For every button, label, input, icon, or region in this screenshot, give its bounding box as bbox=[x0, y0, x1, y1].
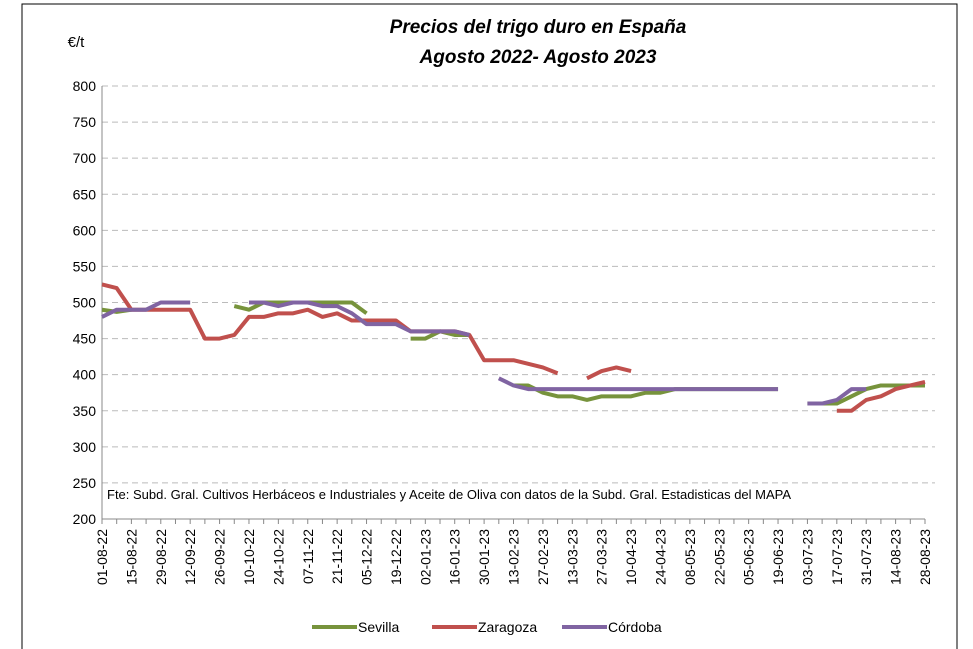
x-tick-label: 26-09-22 bbox=[212, 529, 228, 585]
legend-label: Zaragoza bbox=[478, 619, 537, 635]
y-tick-label: 650 bbox=[73, 186, 97, 202]
x-tick-label: 05-06-23 bbox=[741, 529, 757, 585]
y-tick-label: 700 bbox=[73, 150, 97, 166]
y-tick-label: 550 bbox=[73, 258, 97, 274]
x-tick-label: 28-08-23 bbox=[917, 529, 933, 585]
y-tick-label: 250 bbox=[73, 475, 97, 491]
x-tick-label: 21-11-22 bbox=[329, 529, 345, 584]
x-tick-label: 13-03-23 bbox=[564, 529, 580, 585]
x-tick-label: 19-06-23 bbox=[770, 529, 786, 585]
x-tick-label: 15-08-22 bbox=[123, 529, 139, 585]
x-tick-label: 03-07-23 bbox=[799, 529, 815, 585]
x-tick-label: 16-01-23 bbox=[447, 529, 463, 585]
x-tick-label: 17-07-23 bbox=[829, 529, 845, 585]
x-tick-label: 14-08-23 bbox=[888, 529, 904, 585]
x-tick-label: 07-11-22 bbox=[300, 529, 316, 584]
series-line bbox=[101, 300, 867, 406]
chart-subtitle: Agosto 2022- Agosto 2023 bbox=[419, 47, 657, 68]
chart-title: Precios del trigo duro en España bbox=[390, 17, 687, 38]
y-tick-label: 450 bbox=[73, 331, 97, 347]
x-tick-label: 02-01-23 bbox=[417, 529, 433, 585]
x-tick-label: 08-05-23 bbox=[682, 529, 698, 585]
legend-label: Córdoba bbox=[608, 619, 662, 635]
x-tick-label: 29-08-22 bbox=[153, 529, 169, 585]
x-tick-label: 10-04-23 bbox=[623, 529, 639, 585]
x-tick-label: 31-07-23 bbox=[858, 529, 874, 585]
y-tick-label: 350 bbox=[73, 403, 97, 419]
y-tick-label: 300 bbox=[73, 439, 97, 455]
chart-border bbox=[21, 3, 958, 649]
x-tick-label: 13-02-23 bbox=[506, 529, 522, 585]
x-tick-label: 19-12-22 bbox=[388, 529, 404, 585]
y-tick-label: 500 bbox=[73, 295, 97, 311]
x-tick-label: 01-08-22 bbox=[94, 529, 110, 585]
y-tick-label: 400 bbox=[73, 367, 97, 383]
x-tick-label: 30-01-23 bbox=[476, 529, 492, 585]
series-line bbox=[101, 282, 926, 413]
x-tick-label: 05-12-22 bbox=[359, 529, 375, 585]
x-tick-label: 27-02-23 bbox=[535, 529, 551, 585]
x-tick-label: 10-10-22 bbox=[241, 529, 257, 585]
legend-label: Sevilla bbox=[358, 619, 399, 635]
x-tick-label: 27-03-23 bbox=[594, 529, 610, 585]
x-tick-label: 12-09-22 bbox=[182, 529, 198, 585]
x-tick-label: 24-10-22 bbox=[270, 529, 286, 585]
x-tick-label: 22-05-23 bbox=[711, 529, 727, 585]
x-tick-label: 24-04-23 bbox=[652, 529, 668, 585]
y-tick-label: 800 bbox=[73, 78, 97, 94]
y-tick-label: 750 bbox=[73, 114, 97, 130]
series-line bbox=[101, 300, 925, 406]
y-tick-label: 200 bbox=[73, 511, 97, 527]
y-tick-label: 600 bbox=[73, 222, 97, 238]
y-axis-label: €/t bbox=[68, 34, 86, 51]
annotation: Fte: Subd. Gral. Cultivos Herbáceos e In… bbox=[107, 487, 792, 502]
